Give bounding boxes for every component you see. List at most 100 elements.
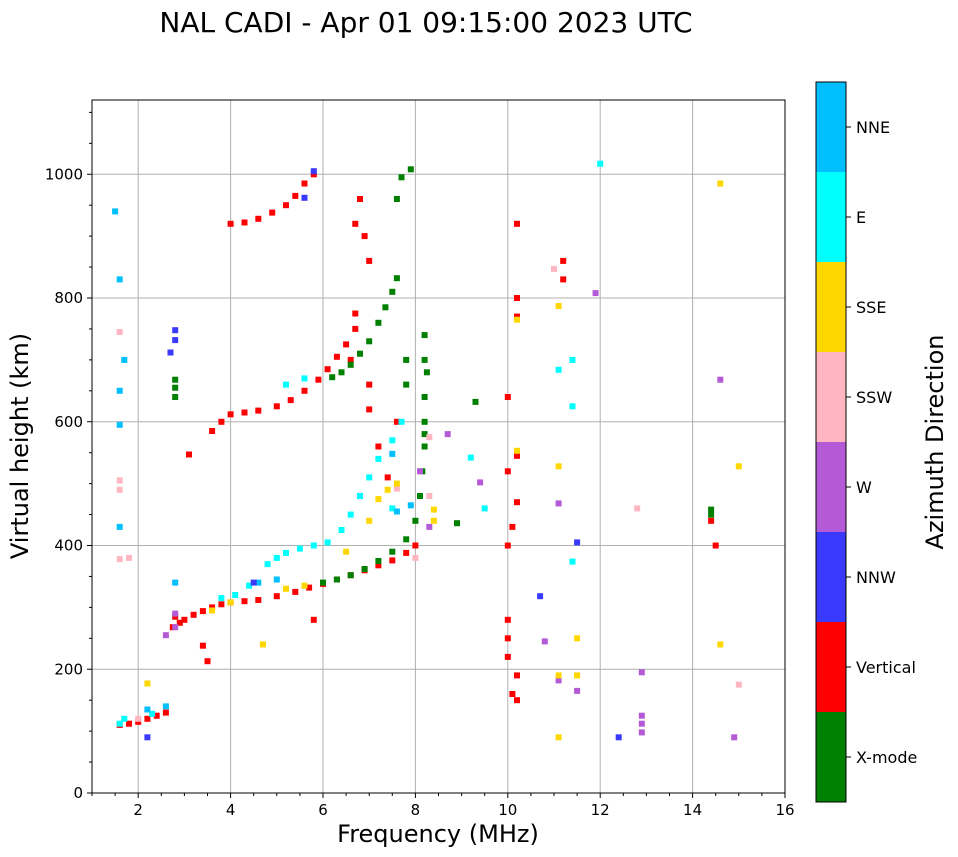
vertical-point bbox=[514, 672, 520, 679]
sse-point bbox=[735, 463, 742, 470]
nne-point bbox=[273, 576, 280, 583]
vertical-point bbox=[357, 196, 363, 202]
x-mode-point bbox=[389, 548, 396, 555]
vertical-point bbox=[283, 202, 289, 209]
sse-point bbox=[209, 607, 216, 614]
e-point bbox=[366, 474, 373, 481]
sse-point bbox=[375, 496, 382, 503]
y-tick-label: 200 bbox=[54, 660, 83, 678]
vertical-point bbox=[403, 549, 410, 556]
vertical-point bbox=[241, 598, 248, 605]
vertical-point bbox=[218, 601, 225, 608]
e-point bbox=[569, 403, 576, 410]
x-mode-point bbox=[407, 166, 414, 173]
e-point bbox=[481, 505, 488, 512]
vertical-point bbox=[708, 517, 715, 524]
w-point bbox=[555, 500, 562, 507]
vertical-point bbox=[199, 642, 206, 649]
e-point bbox=[273, 554, 280, 561]
e-point bbox=[597, 160, 604, 167]
colorbar-label-x-mode: X-mode bbox=[856, 748, 917, 767]
vertical-point bbox=[504, 542, 511, 549]
y-tick-label: 800 bbox=[54, 289, 83, 307]
x-mode-point bbox=[412, 517, 419, 524]
vertical-point bbox=[560, 276, 567, 283]
sse-point bbox=[283, 585, 289, 592]
vertical-point bbox=[366, 381, 373, 388]
vertical-point bbox=[352, 220, 359, 227]
x-mode-point bbox=[398, 174, 405, 181]
sse-point bbox=[574, 635, 581, 642]
x-mode-point bbox=[357, 350, 363, 357]
colorbar-swatch-nnw bbox=[816, 532, 846, 622]
x-tick-label: 2 bbox=[133, 801, 143, 819]
e-point bbox=[324, 539, 331, 546]
e-point bbox=[569, 558, 576, 565]
nne-point bbox=[407, 502, 414, 509]
nnw-point bbox=[144, 734, 151, 741]
colorbar-swatch-x-mode bbox=[816, 712, 846, 802]
vertical-point bbox=[412, 542, 419, 549]
w-point bbox=[638, 720, 645, 727]
x-tick-label: 16 bbox=[775, 801, 794, 819]
sse-point bbox=[366, 517, 373, 524]
colorbar-label-w: W bbox=[856, 478, 872, 497]
x-tick-label: 4 bbox=[226, 801, 236, 819]
vertical-point bbox=[315, 376, 322, 383]
vertical-point bbox=[509, 691, 516, 697]
vertical-point bbox=[153, 712, 160, 719]
sse-point bbox=[555, 463, 562, 470]
e-point bbox=[357, 493, 363, 499]
vertical-point bbox=[292, 588, 299, 595]
e-point bbox=[301, 375, 308, 382]
e-point bbox=[283, 549, 289, 556]
w-point bbox=[592, 290, 599, 297]
colorbar-frame bbox=[815, 81, 847, 803]
x-mode-point bbox=[338, 369, 345, 376]
vertical-point bbox=[343, 341, 350, 348]
w-point bbox=[172, 624, 179, 631]
nnw-point bbox=[250, 579, 257, 586]
ssw-point bbox=[412, 554, 419, 561]
y-axis-label: Virtual height (km) bbox=[6, 333, 34, 559]
x-mode-point bbox=[389, 288, 396, 295]
vertical-point bbox=[227, 411, 234, 418]
vertical-point bbox=[209, 428, 216, 434]
sse-point bbox=[717, 641, 724, 648]
vertical-point bbox=[162, 709, 169, 716]
vertical-point bbox=[301, 387, 308, 394]
x-mode-point bbox=[382, 304, 389, 311]
sse-point bbox=[555, 734, 562, 741]
w-point bbox=[444, 431, 451, 438]
x-tick-label: 6 bbox=[318, 801, 328, 819]
vertical-point bbox=[504, 468, 511, 475]
sse-point bbox=[384, 486, 391, 493]
y-tick-label: 400 bbox=[54, 537, 83, 555]
vertical-point bbox=[504, 635, 511, 642]
x-mode-point bbox=[403, 536, 410, 543]
e-point bbox=[347, 511, 354, 518]
vertical-point bbox=[287, 397, 294, 404]
w-point bbox=[555, 677, 562, 684]
x-mode-point bbox=[421, 356, 428, 363]
vertical-point bbox=[306, 584, 313, 591]
y-axis: 0 200 400 600 800 1000 bbox=[45, 111, 92, 802]
e-point bbox=[116, 720, 123, 727]
nnw-point bbox=[574, 539, 581, 546]
vertical-point bbox=[352, 325, 359, 332]
colorbar-swatch-e bbox=[816, 172, 846, 262]
x-mode-point bbox=[347, 361, 354, 368]
ssw-point bbox=[551, 265, 557, 272]
nnw-point bbox=[537, 593, 544, 600]
sse-point bbox=[717, 180, 724, 187]
vertical-point bbox=[144, 715, 151, 722]
x-mode-point bbox=[329, 374, 336, 381]
sse-point bbox=[343, 548, 350, 555]
ssw-point bbox=[634, 505, 641, 512]
x-mode-point bbox=[333, 576, 340, 583]
e-point bbox=[232, 592, 239, 598]
ssw-point bbox=[116, 329, 123, 335]
w-point bbox=[638, 729, 645, 736]
nne-point bbox=[116, 523, 123, 530]
ssw-point bbox=[393, 485, 400, 492]
